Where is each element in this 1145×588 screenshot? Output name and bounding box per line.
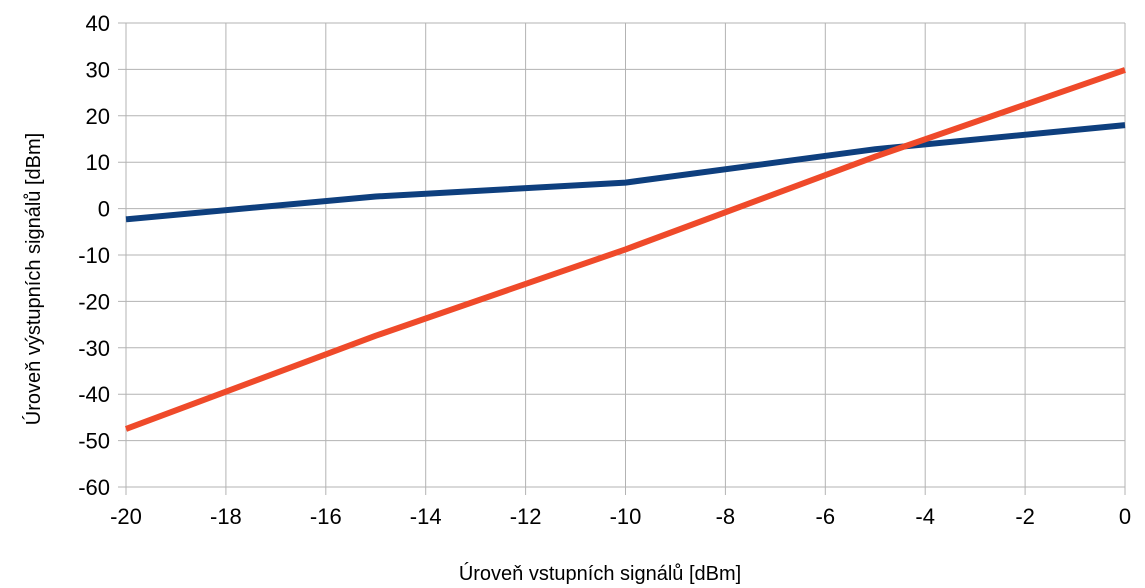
y-tick-label: 0 bbox=[98, 197, 110, 222]
x-tick-label: -16 bbox=[310, 504, 342, 529]
y-tick-labels: 40 30 20 10 0 -10 -20 -30 -40 -50 -60 bbox=[78, 11, 110, 500]
x-tick-label: 0 bbox=[1119, 504, 1131, 529]
x-tick-label: -20 bbox=[110, 504, 142, 529]
x-tick-label: -12 bbox=[510, 504, 542, 529]
x-tick-labels: -20 -18 -16 -14 -12 -10 -8 -6 -4 -2 0 bbox=[110, 504, 1131, 529]
y-tick-label: -40 bbox=[78, 382, 110, 407]
y-tick-label: -10 bbox=[78, 243, 110, 268]
grid bbox=[118, 22, 1126, 495]
y-tick-label: 30 bbox=[86, 57, 110, 82]
x-tick-label: -4 bbox=[915, 504, 935, 529]
y-tick-label: 40 bbox=[86, 11, 110, 36]
y-tick-label: -30 bbox=[78, 336, 110, 361]
x-tick-label: -18 bbox=[210, 504, 242, 529]
y-tick-label: 10 bbox=[86, 150, 110, 175]
x-tick-label: -8 bbox=[716, 504, 736, 529]
y-tick-label: -60 bbox=[78, 475, 110, 500]
y-tick-label: -50 bbox=[78, 429, 110, 454]
y-tick-label: 20 bbox=[86, 104, 110, 129]
series-lines bbox=[124, 67, 1126, 432]
x-tick-label: -2 bbox=[1015, 504, 1035, 529]
x-axis-title: Úroveň vstupních signálů [dBm] bbox=[459, 562, 741, 585]
x-tick-label: -6 bbox=[816, 504, 836, 529]
x-tick-label: -10 bbox=[610, 504, 642, 529]
y-tick-label: -20 bbox=[78, 289, 110, 314]
x-tick-label: -14 bbox=[410, 504, 442, 529]
y-axis-title: Úroveň výstupních signálů [dBm] bbox=[22, 133, 45, 425]
